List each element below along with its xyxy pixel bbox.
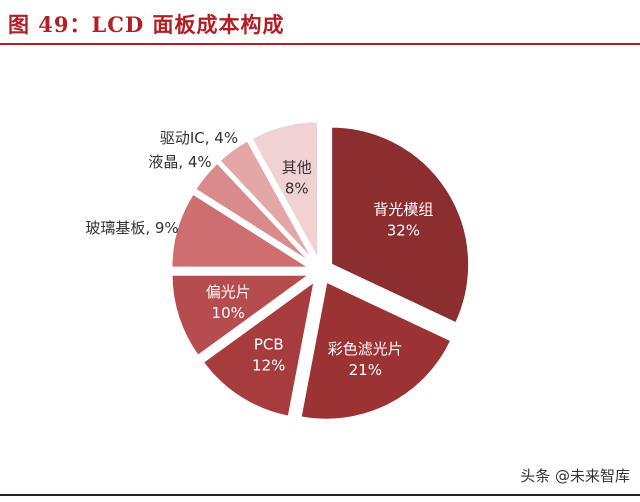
bottom-divider — [0, 494, 640, 496]
pie-slice-other — [250, 120, 320, 260]
title-bar: 图 49：LCD 面板成本构成 — [0, 0, 640, 45]
title-divider — [0, 43, 640, 45]
pie-slice-driver-ic — [218, 139, 315, 262]
chart-title: 图 49：LCD 面板成本构成 — [8, 12, 285, 37]
slice-value-color-filter: 21% — [349, 361, 382, 379]
slice-label-color-filter: 彩色滤光片 — [328, 340, 403, 358]
slice-value-pcb: 12% — [252, 356, 285, 374]
slice-value-other: 8% — [285, 180, 309, 198]
slice-label-other: 其他 — [282, 159, 312, 177]
slice-value-polarizer: 10% — [212, 304, 245, 322]
slice-label-backlight-module: 背光模组 — [373, 201, 433, 219]
pie-slice-color-filter — [299, 280, 453, 421]
pie-slice-liquid-crystal — [193, 161, 313, 265]
slice-label-liquid-crystal: 液晶, 4% — [148, 153, 211, 171]
pie-slice-backlight-module — [330, 125, 471, 325]
slice-value-backlight-module: 32% — [387, 222, 420, 240]
slice-label-glass-substrate: 玻璃基板, 9% — [85, 219, 178, 237]
pie-slice-glass-substrate — [170, 192, 313, 269]
slice-label-driver-ic: 驱动IC, 4% — [160, 129, 238, 147]
pie-slice-polarizer — [170, 273, 313, 358]
slice-label-pcb: PCB — [254, 335, 284, 353]
pie-slice-pcb — [201, 278, 317, 418]
watermark: 头条 @未来智库 — [520, 467, 630, 485]
slice-label-polarizer: 偏光片 — [206, 283, 251, 301]
